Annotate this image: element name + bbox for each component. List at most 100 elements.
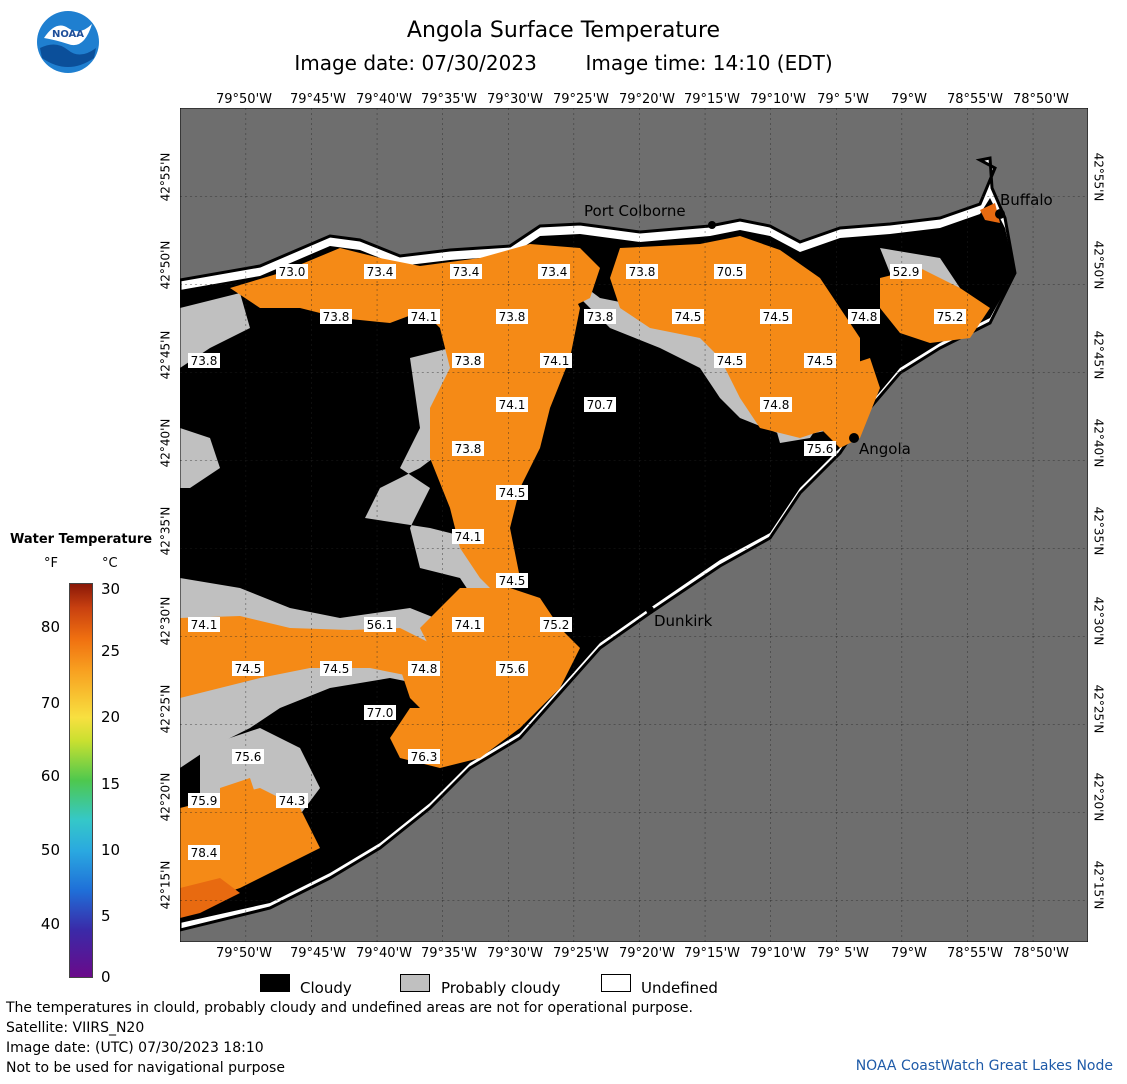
- temperature-label: 74.5: [717, 354, 744, 368]
- temperature-label: 77.0: [367, 706, 394, 720]
- lat-label: 42°55'N: [158, 152, 173, 202]
- tick-c: 15: [101, 775, 121, 793]
- port-colborne-marker: [708, 221, 716, 229]
- city-markers: [646, 209, 1005, 614]
- city-label-buffalo: Buffalo: [1000, 191, 1053, 209]
- temperature-label-box: [890, 264, 922, 279]
- tick-c: 25: [101, 642, 121, 660]
- angola-marker: [849, 433, 859, 443]
- temperature-label-box: [540, 353, 572, 368]
- temperature-label: 75.6: [499, 662, 526, 676]
- key-undefined-label: Undefined: [641, 979, 718, 997]
- temperature-label: 74.8: [411, 662, 438, 676]
- lon-label: 78°55'W: [946, 946, 1003, 961]
- lat-label: 42°25'N: [158, 684, 173, 734]
- temperature-label: 76.3: [411, 750, 438, 764]
- temperature-label: 74.8: [851, 310, 878, 324]
- temperature-label: 74.5: [807, 354, 834, 368]
- temperature-label: 74.5: [323, 662, 350, 676]
- temperature-label: 73.8: [323, 310, 350, 324]
- lon-label: 79°50'W: [215, 946, 272, 961]
- lon-label: 79°15'W: [683, 92, 740, 107]
- legend-unit-c: °C: [102, 556, 118, 571]
- temperature-label-box: [804, 441, 836, 456]
- lat-label: 42°20'N: [1091, 772, 1106, 822]
- temperature-label: 74.5: [763, 310, 790, 324]
- lon-label: 79°40'W: [355, 946, 412, 961]
- tick-c: 10: [101, 841, 121, 859]
- lon-label: 78°50'W: [1012, 92, 1069, 107]
- temperature-label-box: [276, 264, 308, 279]
- tick-f: 50: [40, 841, 60, 859]
- temperature-label-box: [188, 353, 220, 368]
- temperature-label-box: [452, 353, 484, 368]
- lat-label: 42°35'N: [1091, 506, 1106, 556]
- lon-label: 79°35'W: [420, 92, 477, 107]
- lat-label: 42°30'N: [158, 596, 173, 646]
- temperature-label-box: [364, 705, 396, 720]
- city-label-port-colborne: Port Colborne: [584, 202, 686, 220]
- lon-label: 79°45'W: [289, 946, 346, 961]
- key-undefined-swatch: [601, 974, 631, 992]
- key-probably-cloudy-label: Probably cloudy: [441, 979, 561, 997]
- legend-title: Water Temperature: [10, 532, 153, 547]
- temperature-label: 73.4: [367, 265, 394, 279]
- temperature-label: 74.1: [191, 618, 218, 632]
- noaa-logo: NOAA: [37, 11, 99, 73]
- lon-label: 79°15'W: [683, 946, 740, 961]
- temperature-label-box: [760, 309, 792, 324]
- lon-label: 79°W: [891, 92, 927, 107]
- tick-f: 70: [40, 694, 60, 712]
- page-title: Angola Surface Temperature: [406, 18, 721, 43]
- temperature-label: 56.1: [367, 618, 394, 632]
- temperature-label: 74.5: [499, 486, 526, 500]
- lon-label: 79°45'W: [289, 92, 346, 107]
- lon-label: 79°25'W: [552, 946, 609, 961]
- lat-label: 42°50'N: [1091, 240, 1106, 290]
- lat-label: 42°35'N: [158, 506, 173, 556]
- temperature-label-box: [188, 793, 220, 808]
- lon-label: 79°W: [891, 946, 927, 961]
- temperature-label: 74.1: [411, 310, 438, 324]
- temperature-label: 74.5: [235, 662, 262, 676]
- lat-label: 42°45'N: [158, 330, 173, 380]
- temperature-label: 73.8: [455, 442, 482, 456]
- footer-satellite: Satellite: VIIRS_N20: [6, 1020, 145, 1036]
- footer-nav-warning: Not to be used for navigational purpose: [6, 1060, 285, 1076]
- temperature-labels: 73.0 73.4 73.4 73.4 73.8 70.5 52.9 73.8 74.1 73.8…: [188, 264, 966, 860]
- temperature-label-box: [540, 617, 572, 632]
- temperature-label: 52.9: [893, 265, 920, 279]
- temperature-label: 73.8: [587, 310, 614, 324]
- lon-label: 79°25'W: [552, 92, 609, 107]
- temperature-label-box: [276, 793, 308, 808]
- lon-label: 79°30'W: [486, 92, 543, 107]
- temperature-label-box: [364, 617, 396, 632]
- lon-label: 79°40'W: [355, 92, 412, 107]
- temperature-label-box: [584, 309, 616, 324]
- temperature-label: 74.5: [675, 310, 702, 324]
- lon-label: 79°10'W: [749, 946, 806, 961]
- temperature-label: 73.4: [541, 265, 568, 279]
- temperature-label: 73.4: [453, 265, 480, 279]
- graticule: [180, 108, 1088, 942]
- temperature-label-box: [538, 264, 570, 279]
- temperature-label-box: [408, 661, 440, 676]
- temperature-label-box: [232, 749, 264, 764]
- tick-f: 40: [40, 915, 60, 933]
- lat-label: 42°40'N: [158, 418, 173, 468]
- temperature-label: 73.8: [191, 354, 218, 368]
- colorbar: [69, 583, 93, 978]
- temperature-label: 75.2: [937, 310, 964, 324]
- temperature-label-box: [584, 397, 616, 412]
- noaa-logo-text: NOAA: [52, 29, 84, 40]
- lat-label: 42°55'N: [1091, 152, 1106, 202]
- temperature-label-box: [626, 264, 658, 279]
- lon-label: 79°50'W: [215, 92, 272, 107]
- temperature-label: 78.4: [191, 846, 218, 860]
- temperature-label-box: [364, 264, 396, 279]
- lon-label: 79°30'W: [486, 946, 543, 961]
- temperature-label-box: [804, 353, 836, 368]
- temperature-label-box: [714, 353, 746, 368]
- lon-label: 79°10'W: [749, 92, 806, 107]
- temperature-label: 73.8: [499, 310, 526, 324]
